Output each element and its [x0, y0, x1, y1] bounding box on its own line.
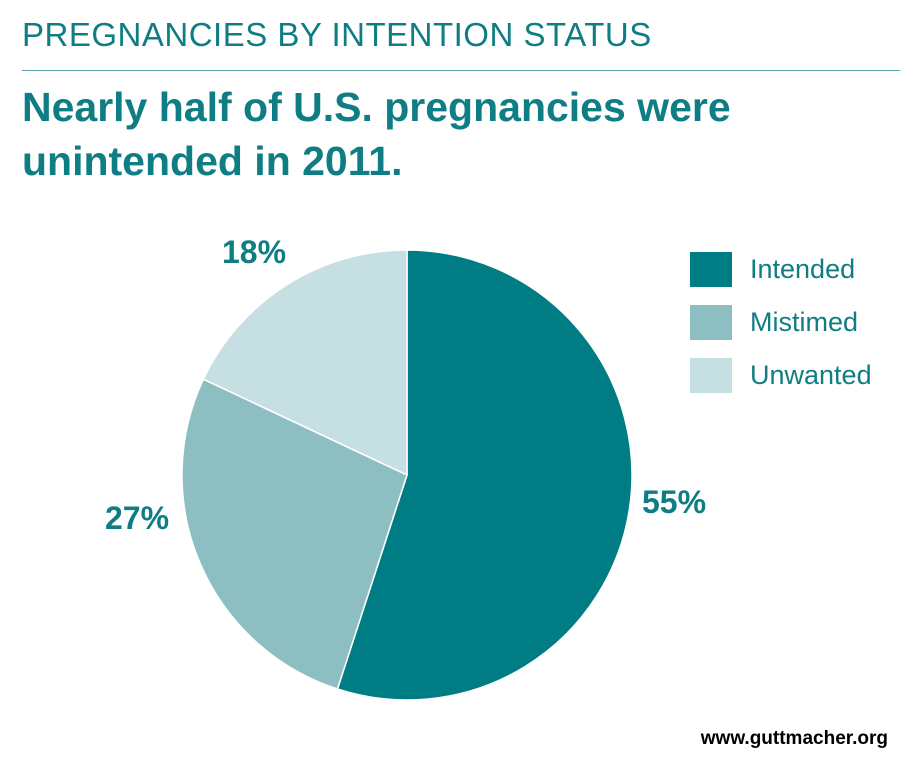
legend-label-intended: Intended	[750, 254, 856, 284]
legend-swatch-intended	[690, 252, 732, 287]
chart-headline: Nearly half of U.S. pregnancies were uni…	[22, 84, 731, 184]
legend-item-unwanted: Unwanted	[690, 358, 872, 393]
legend-item-intended: Intended	[690, 252, 872, 287]
source-url: www.guttmacher.org	[700, 728, 888, 749]
pie-slice-unwanted	[202, 249, 408, 477]
slice-label-mistimed: 27%	[105, 500, 170, 536]
chart-legend: Intended Mistimed Unwanted	[690, 252, 872, 411]
legend-swatch-unwanted	[690, 358, 732, 393]
header-divider	[22, 70, 900, 71]
slice-label-unwanted: 18%	[222, 234, 287, 270]
legend-item-mistimed: Mistimed	[690, 305, 872, 340]
pie-slice-mistimed	[181, 378, 408, 690]
slice-label-intended: 55%	[642, 484, 707, 520]
legend-swatch-mistimed	[690, 305, 732, 340]
chart-kicker: PREGNANCIES BY INTENTION STATUS	[22, 16, 652, 53]
legend-label-unwanted: Unwanted	[750, 360, 872, 390]
legend-label-mistimed: Mistimed	[750, 307, 859, 337]
pie-slice-intended	[336, 249, 633, 701]
